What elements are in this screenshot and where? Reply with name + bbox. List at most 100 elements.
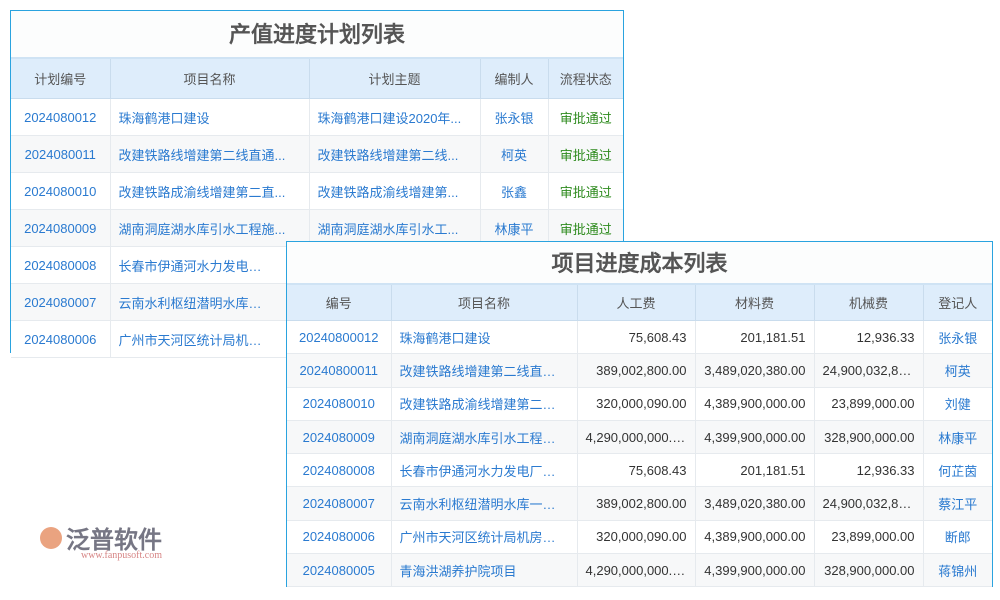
table-cell: 4,389,900,000.00 (695, 387, 815, 421)
table-cell[interactable]: 湖南洞庭湖水库引水工... (309, 209, 481, 247)
table-row[interactable]: 2024080010 改建铁路成渝线增建第二直... 改建铁路成渝线增建第... 张鑫… (11, 172, 623, 210)
plan-list-title: 产值进度计划列表 (11, 11, 623, 59)
table-cell[interactable]: 2024080010 (11, 172, 111, 210)
cost-list-title: 项目进度成本列表 (287, 242, 992, 285)
table-cell[interactable]: 何芷茵 (923, 453, 992, 488)
table-cell: 23,899,000.00 (814, 387, 924, 421)
table-cell[interactable]: 2024080011 (11, 135, 111, 173)
watermark-url: www.fanpusoft.com (80, 550, 162, 561)
table-cell[interactable]: 张永银 (480, 98, 549, 136)
table-row[interactable]: 2024080010 改建铁路成渝线增建第二直通... 320,000,090.00… (287, 387, 992, 421)
table-cell: 389,002,800.00 (577, 486, 696, 521)
table-cell[interactable]: 2024080007 (11, 283, 111, 321)
table-cell[interactable]: 珠海鹤港口建设2020年... (309, 98, 481, 136)
table-cell[interactable]: 20240800012 (287, 320, 392, 355)
table-cell[interactable]: 2024080008 (287, 453, 392, 488)
table-cell[interactable]: 20240800011 (287, 353, 392, 388)
column-header[interactable]: 机械费 (814, 285, 924, 321)
table-cell: 328,900,000.00 (814, 553, 924, 588)
table-cell[interactable]: 断郎 (923, 520, 992, 555)
table-cell[interactable]: 2024080007 (287, 486, 392, 521)
table-cell[interactable]: 2024080010 (287, 387, 392, 421)
table-cell[interactable]: 青海洪湖养护院项目 (391, 553, 578, 588)
table-cell[interactable]: 广州市天河区统计局机房改造... (391, 520, 578, 555)
table-cell: 201,181.51 (695, 320, 815, 355)
table-cell[interactable]: 改建铁路线增建第二线直通... (110, 135, 310, 173)
table-cell[interactable]: 2024080006 (287, 520, 392, 555)
column-header[interactable]: 流程状态 (548, 59, 623, 99)
table-cell: 201,181.51 (695, 453, 815, 488)
table-cell: 4,399,900,000.00 (695, 420, 815, 455)
table-cell[interactable]: 蔡江平 (923, 486, 992, 521)
table-cell: 3,489,020,380.00 (695, 486, 815, 521)
table-cell: 23,899,000.00 (814, 520, 924, 555)
logo-icon (40, 526, 62, 549)
table-cell[interactable]: 长春市伊通河水力发电厂改... (110, 246, 310, 284)
table-cell[interactable]: 改建铁路成渝线增建第二直... (110, 172, 310, 210)
cost-table: 编号 项目名称 人工费 材料费 机械费 登记人 20240800012 珠海鹤港口建设 75,… (287, 285, 992, 588)
table-cell[interactable]: 云南水利枢纽潜明水库一期... (110, 283, 310, 321)
table-cell: 4,290,000,000.00 (577, 553, 696, 588)
table-cell: 4,389,900,000.00 (695, 520, 815, 555)
table-cell[interactable]: 长春市伊通河水力发电厂改建... (391, 453, 578, 488)
table-cell[interactable]: 珠海鹤港口建设 (110, 98, 310, 136)
table-cell: 12,936.33 (814, 453, 924, 488)
table-cell: 24,900,032,80... (814, 486, 924, 521)
table-cell[interactable]: 审批通过 (548, 172, 623, 210)
watermark-text: 泛普软件 (66, 527, 162, 554)
column-header[interactable]: 编制人 (480, 59, 549, 99)
table-row[interactable]: 20240800011 改建铁路线增建第二线直通线... 389,002,800.0… (287, 353, 992, 388)
column-header[interactable]: 计划主题 (309, 59, 481, 99)
table-cell[interactable]: 柯英 (480, 135, 549, 173)
table-cell[interactable]: 改建铁路线增建第二线直通线... (391, 353, 578, 388)
table-cell[interactable]: 审批通过 (548, 135, 623, 173)
watermark-logo: 泛普软件 www.fanpusoft.com (40, 520, 162, 561)
table-row[interactable]: 2024080006 广州市天河区统计局机房改造... 320,000,090.00… (287, 520, 992, 555)
table-row[interactable]: 2024080009 湖南洞庭湖水库引水工程施工... 4,290,000,000.… (287, 420, 992, 455)
table-cell[interactable]: 审批通过 (548, 98, 623, 136)
column-header[interactable]: 项目名称 (391, 285, 578, 321)
plan-header-row: 计划编号 项目名称 计划主题 编制人 流程状态 (11, 59, 623, 99)
table-cell: 320,000,090.00 (577, 387, 696, 421)
table-row[interactable]: 2024080007 云南水利枢纽潜明水库一期工... 389,002,800.00… (287, 486, 992, 521)
cost-list-panel: 项目进度成本列表 编号 项目名称 人工费 材料费 机械费 登记人 20240800012 珠… (286, 241, 993, 588)
table-cell[interactable]: 2024080009 (287, 420, 392, 455)
column-header[interactable]: 材料费 (695, 285, 815, 321)
table-cell[interactable]: 2024080009 (11, 209, 111, 247)
table-cell[interactable]: 林康平 (480, 209, 549, 247)
table-cell[interactable]: 张永银 (923, 320, 992, 355)
table-row[interactable]: 2024080008 长春市伊通河水力发电厂改建... 75,608.43 201,1… (287, 453, 992, 488)
table-cell[interactable]: 湖南洞庭湖水库引水工程施... (110, 209, 310, 247)
table-cell[interactable]: 改建铁路线增建第二线... (309, 135, 481, 173)
table-cell[interactable]: 云南水利枢纽潜明水库一期工... (391, 486, 578, 521)
table-cell: 75,608.43 (577, 320, 696, 355)
table-row[interactable]: 20240800012 珠海鹤港口建设 75,608.43 201,181.51 12,… (287, 320, 992, 355)
cost-header-row: 编号 项目名称 人工费 材料费 机械费 登记人 (287, 285, 992, 321)
column-header[interactable]: 项目名称 (110, 59, 310, 99)
table-cell[interactable]: 蒋锦州 (923, 553, 992, 588)
table-row[interactable]: 2024080011 改建铁路线增建第二线直通... 改建铁路线增建第二线... 柯英… (11, 135, 623, 173)
table-cell: 12,936.33 (814, 320, 924, 355)
table-cell[interactable]: 刘健 (923, 387, 992, 421)
table-cell[interactable]: 改建铁路成渝线增建第二直通... (391, 387, 578, 421)
table-cell[interactable]: 广州市天河区统计局机房改... (110, 320, 310, 358)
column-header[interactable]: 计划编号 (11, 59, 111, 99)
column-header[interactable]: 人工费 (577, 285, 696, 321)
table-cell[interactable]: 2024080008 (11, 246, 111, 284)
table-cell: 328,900,000.00 (814, 420, 924, 455)
column-header[interactable]: 登记人 (923, 285, 992, 321)
table-cell: 4,290,000,000.00 (577, 420, 696, 455)
table-cell[interactable]: 张鑫 (480, 172, 549, 210)
table-cell[interactable]: 珠海鹤港口建设 (391, 320, 578, 355)
table-cell[interactable]: 柯英 (923, 353, 992, 388)
table-row[interactable]: 2024080005 青海洪湖养护院项目 4,290,000,000.00 4,399… (287, 553, 992, 588)
table-cell[interactable]: 2024080006 (11, 320, 111, 358)
table-cell: 3,489,020,380.00 (695, 353, 815, 388)
table-cell[interactable]: 2024080012 (11, 98, 111, 136)
table-cell[interactable]: 湖南洞庭湖水库引水工程施工... (391, 420, 578, 455)
table-row[interactable]: 2024080012 珠海鹤港口建设 珠海鹤港口建设2020年... 张永银 审批通过 (11, 98, 623, 136)
table-cell[interactable]: 改建铁路成渝线增建第... (309, 172, 481, 210)
table-cell[interactable]: 2024080005 (287, 553, 392, 588)
column-header[interactable]: 编号 (287, 285, 392, 321)
table-cell[interactable]: 林康平 (923, 420, 992, 455)
